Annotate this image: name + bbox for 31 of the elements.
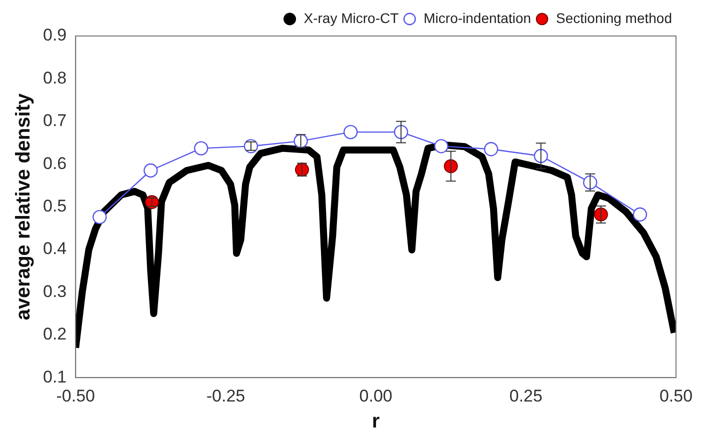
- y-tick-label: 0.6: [42, 154, 67, 173]
- point: [434, 139, 448, 154]
- x-tick-label: -0.25: [206, 386, 246, 406]
- x-axis-title: r: [372, 410, 380, 433]
- x-tick-label: 0.00: [359, 386, 392, 406]
- y-tick-label: 0.3: [42, 282, 67, 301]
- legend-label: Sectioning method: [556, 10, 672, 26]
- point: [144, 163, 158, 178]
- y-axis-title: average relative density: [12, 92, 35, 320]
- y-tick-label: 0.1: [42, 367, 67, 386]
- point: [594, 207, 608, 222]
- y-tick-label: 0.5: [42, 196, 67, 216]
- y-tick-label: 0.9: [42, 26, 67, 45]
- point: [344, 124, 358, 140]
- legend-label: Micro-indentation: [424, 10, 532, 26]
- x-tick-label: 0.25: [509, 386, 542, 406]
- point: [92, 210, 107, 224]
- point: [394, 124, 408, 140]
- y-tick-label: 0.4: [42, 239, 67, 258]
- point: [194, 141, 208, 156]
- y-tick-label: 0.7: [42, 111, 67, 130]
- point: [144, 195, 159, 210]
- legend-label: X-ray Micro-CT: [304, 10, 400, 26]
- point: [484, 142, 498, 156]
- point: [632, 207, 648, 222]
- point: [444, 159, 458, 174]
- y-tick-label: 0.2: [42, 324, 67, 344]
- y-tick-label: 0.8: [42, 68, 67, 88]
- x-tick-label: -0.50: [56, 386, 96, 406]
- x-tick-label: 0.50: [659, 386, 693, 406]
- point: [534, 148, 548, 164]
